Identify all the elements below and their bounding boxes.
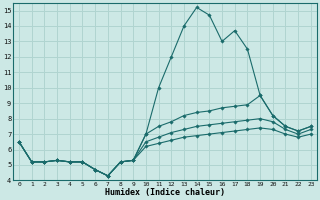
X-axis label: Humidex (Indice chaleur): Humidex (Indice chaleur) (105, 188, 225, 197)
